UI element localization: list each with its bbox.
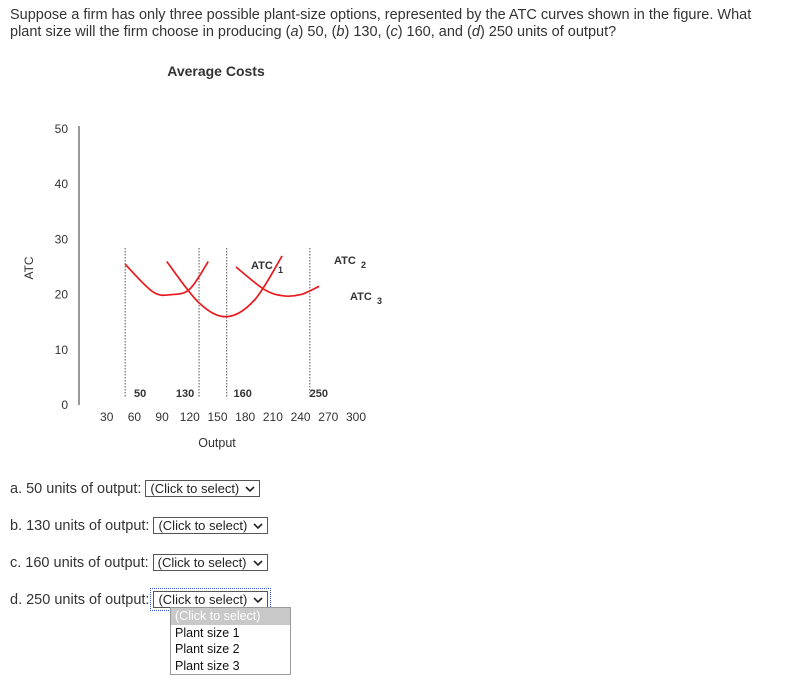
x-tick-label: 210 (263, 410, 283, 424)
question-c-select-value: (Click to select) (157, 555, 247, 570)
y-tick-label: 0 (61, 398, 68, 412)
chevron-down-icon (252, 559, 263, 566)
x-tick-label: 30 (100, 410, 114, 424)
dropdown-option-plant-size-1[interactable]: Plant size 1 (175, 625, 240, 640)
marker-label-160: 160 (234, 388, 252, 400)
question-c-label: c. 160 units of output: (10, 554, 149, 571)
marker-label-130: 130 (176, 388, 194, 400)
question-text-part: Suppose a firm has only three possible p… (10, 7, 752, 40)
x-tick-label: 300 (346, 410, 366, 424)
y-axis-label: ATC (22, 256, 36, 279)
question-text-part: ) 160, and ( (397, 24, 472, 40)
x-tick-label: 270 (318, 410, 338, 424)
atc-label-sub-2: 2 (361, 260, 366, 270)
chevron-down-icon (253, 596, 263, 603)
question-c-row: c. 160 units of output: (Click to select… (10, 554, 268, 571)
question-a-select-value: (Click to select) (150, 481, 240, 496)
question-d-row: d. 250 units of output: (Click to select… (10, 588, 272, 611)
chevron-down-icon (245, 485, 255, 492)
x-tick-label: 120 (180, 410, 200, 424)
x-tick-label: 90 (155, 410, 169, 424)
x-axis-label: Output (198, 436, 236, 450)
x-tick-label: 240 (291, 410, 311, 424)
dropdown-option-plant-size-2[interactable]: Plant size 2 (175, 642, 240, 656)
question-c-select[interactable]: (Click to select) (152, 554, 268, 571)
atc-label-sub-1: 1 (278, 265, 283, 275)
atc-curve-1 (124, 261, 209, 297)
question-d-label: d. 250 units of output: (10, 591, 150, 608)
question-text-part: ) 50, ( (298, 24, 337, 40)
marker-label-250: 250 (310, 388, 328, 400)
dropdown-option-placeholder[interactable]: (Click to select) (171, 608, 290, 625)
marker-label-50: 50 (134, 388, 146, 400)
question-text: Suppose a firm has only three possible p… (10, 7, 780, 41)
chevron-down-icon (253, 522, 263, 529)
question-a-select[interactable]: (Click to select) (145, 480, 261, 497)
question-text-part: c (390, 24, 398, 40)
atc-label-3: ATC (350, 291, 372, 303)
question-b-label: b. 130 units of output: (10, 517, 150, 534)
x-tick-label: 180 (235, 410, 255, 424)
question-b-select-value: (Click to select) (158, 518, 248, 533)
y-tick-label: 10 (55, 343, 69, 357)
y-tick-label: 30 (55, 232, 69, 246)
question-text-part: a (290, 24, 299, 40)
question-text-part: d (471, 24, 480, 40)
question-a-label: a. 50 units of output: (10, 480, 142, 497)
y-tick-label: 50 (55, 122, 69, 136)
y-tick-label: 20 (55, 288, 69, 302)
chart-title: Average Costs (167, 63, 265, 79)
question-d-select-value: (Click to select) (158, 592, 248, 607)
x-tick-label: 60 (128, 410, 142, 424)
dropdown-option-plant-size-3[interactable]: Plant size 3 (175, 658, 240, 673)
y-tick-label: 40 (55, 177, 69, 191)
atc-label-sub-3: 3 (377, 296, 382, 306)
question-text-part: b (336, 24, 345, 40)
question-d-select[interactable]: (Click to select) (150, 588, 272, 611)
question-b-select[interactable]: (Click to select) (153, 517, 269, 534)
atc-label-1: ATC (251, 260, 273, 272)
question-d-dropdown-list: (Click to select) Plant size 1 Plant siz… (170, 607, 291, 675)
atc-curve-3 (235, 266, 320, 298)
question-text-part: ) 250 units of output? (479, 24, 617, 40)
question-a-row: a. 50 units of output: (Click to select) (10, 480, 261, 497)
question-b-row: b. 130 units of output: (Click to select… (10, 517, 269, 534)
x-tick-label: 150 (207, 410, 227, 424)
atc-label-2: ATC (334, 255, 356, 267)
question-text-part: ) 130, ( (344, 24, 391, 40)
